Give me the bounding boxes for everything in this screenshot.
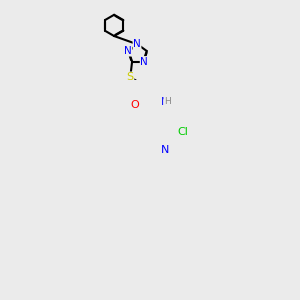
Text: N: N xyxy=(133,39,141,50)
Text: N: N xyxy=(124,46,132,56)
Text: N: N xyxy=(160,146,169,155)
Text: S: S xyxy=(127,72,134,82)
Text: N: N xyxy=(161,97,169,107)
Text: N: N xyxy=(140,57,148,67)
Text: H: H xyxy=(164,97,171,106)
Text: O: O xyxy=(130,100,139,110)
Text: Cl: Cl xyxy=(177,127,188,137)
